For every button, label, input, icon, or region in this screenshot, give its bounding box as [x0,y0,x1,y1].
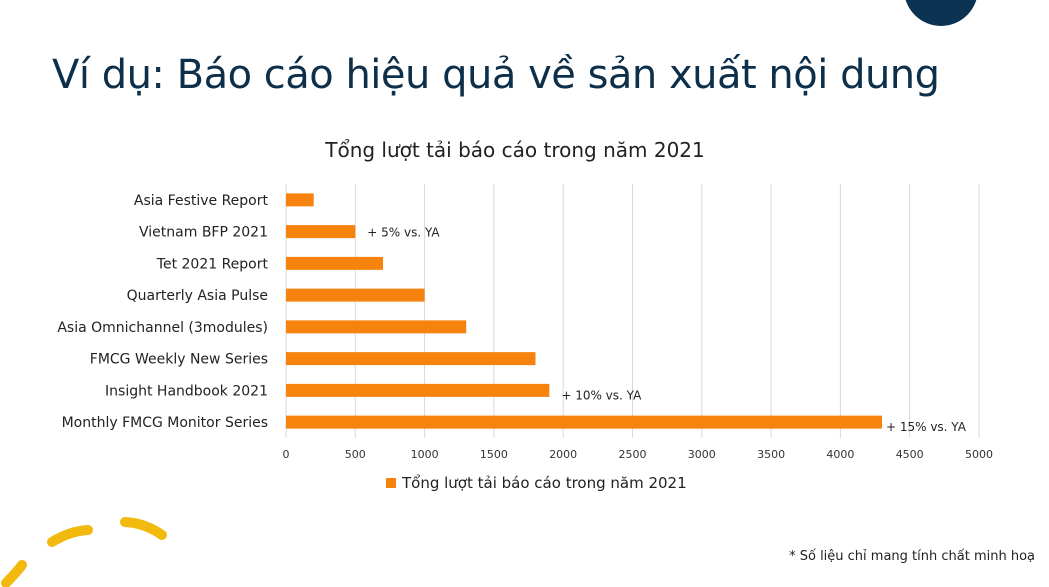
bar-chart: 0 500 1000 1500 2000 2500 3000 3500 4000 4500 5000… [57,184,993,461]
bar [286,320,467,334]
x-tick-label: 2500 [619,448,647,461]
bar-annotation: + 5% vs. YA [367,226,440,240]
bar-annotation: + 10% vs. YA [561,388,642,402]
category-label: Monthly FMCG Monitor Series [62,415,268,431]
category-label: Asia Festive Report [134,193,269,209]
x-tick-label: 1000 [411,448,439,461]
decorative-circle [904,0,978,26]
x-tick-label: 2000 [549,448,577,461]
category-label: FMCG Weekly New Series [90,352,268,368]
category-label: Asia Omnichannel (3modules) [57,320,268,336]
x-tick-label: 3000 [688,448,716,461]
bar [286,288,425,302]
chart-legend: Tổng lượt tải báo cáo trong năm 2021 [386,474,687,492]
x-tick-label: 5000 [965,448,993,461]
x-tick-label: 1500 [480,448,508,461]
category-label: Quarterly Asia Pulse [127,288,268,304]
bar [286,193,314,207]
bar [286,352,536,366]
legend-swatch [386,478,396,488]
deco-dash [120,517,167,540]
x-tick-label: 0 [283,448,290,461]
footnote: * Số liệu chỉ mang tính chất minh hoạ [789,549,1035,564]
bar [286,256,384,270]
category-label: Insight Handbook 2021 [105,383,268,399]
chart-title: Tổng lượt tải báo cáo trong năm 2021 [325,138,705,162]
deco-dash [47,525,93,547]
legend-label: Tổng lượt tải báo cáo trong năm 2021 [402,474,687,492]
bar [286,225,356,239]
x-tick-label: 3500 [757,448,785,461]
x-tick-label: 4000 [826,448,854,461]
bar [286,415,882,429]
decorative-dashes [1,517,167,587]
category-label: Tet 2021 Report [156,256,269,272]
deco-dash [1,560,27,587]
slide-title: Ví dụ: Báo cáo hiệu quả về sản xuất nội … [52,52,940,98]
x-tick-label: 500 [345,448,366,461]
bar [286,383,550,397]
category-label: Vietnam BFP 2021 [139,225,268,241]
bar-annotation: + 15% vs. YA [886,420,967,434]
x-tick-label: 4500 [896,448,924,461]
